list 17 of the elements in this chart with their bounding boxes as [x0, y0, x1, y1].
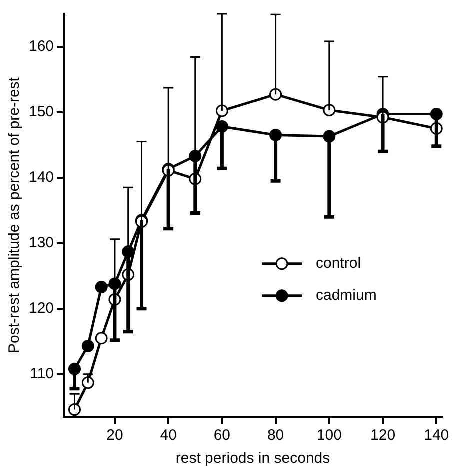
y-tick-label: 130	[28, 234, 54, 252]
x-tick-label: 120	[370, 427, 396, 444]
x-tick-label: 20	[106, 427, 124, 444]
x-axis-title: rest periods in seconds	[176, 450, 330, 468]
y-tick-label: 120	[28, 300, 54, 318]
x-tick-label: 140	[424, 427, 450, 444]
y-tick-label: 110	[30, 366, 54, 383]
x-tick-label: 60	[214, 427, 231, 444]
x-tick-label: 80	[267, 427, 284, 444]
y-tick-label: 150	[28, 103, 54, 120]
y-tick-label: 140	[28, 168, 54, 186]
x-tick-label: 40	[160, 427, 177, 444]
y-tick-label: 160	[28, 38, 54, 55]
legend-label: cadmium	[316, 287, 377, 304]
y-axis-title: Post-rest amplitude as percent of pre-rest	[6, 76, 24, 354]
legend-label: control	[316, 255, 362, 272]
x-tick-label: 100	[316, 427, 342, 444]
